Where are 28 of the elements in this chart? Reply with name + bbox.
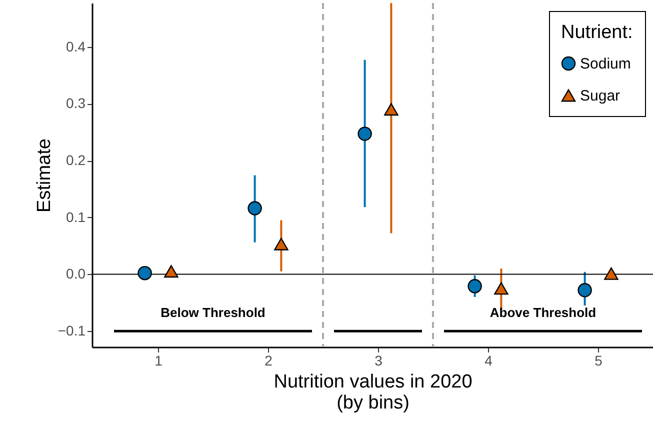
y-tick-label: 0.0	[66, 266, 86, 282]
point	[164, 265, 178, 278]
point	[358, 126, 372, 141]
point	[248, 201, 262, 216]
x-tick-label: 1	[154, 352, 163, 368]
x-tick-label: 3	[374, 352, 383, 368]
point	[384, 103, 398, 116]
y-tick-label: 0.3	[66, 95, 86, 112]
point	[274, 238, 288, 250]
legend-label: Sodium	[580, 56, 631, 72]
point	[138, 266, 152, 280]
y-tick-label: 0.4	[66, 38, 86, 54]
point	[494, 282, 508, 295]
y-axis-title: Estimate	[34, 138, 55, 212]
annotation: Above Threshold	[490, 305, 596, 320]
x-tick-label: 5	[594, 352, 603, 368]
y-tick-label: 0.2	[66, 152, 86, 168]
x-tick-label: 2	[264, 352, 273, 368]
x-axis-title: Nutrition values in 2020 (by bins)	[274, 372, 472, 414]
y-tick-label: −0.1	[58, 322, 86, 339]
x-tick-label: 4	[484, 352, 493, 368]
y-tick-label: 0.1	[66, 208, 86, 225]
annotation: Below Threshold	[160, 305, 266, 320]
point	[468, 279, 482, 294]
point	[578, 283, 592, 298]
point	[604, 267, 618, 280]
legend-label: Sugar	[580, 88, 620, 104]
legend-title: Nutrient:	[561, 22, 633, 43]
